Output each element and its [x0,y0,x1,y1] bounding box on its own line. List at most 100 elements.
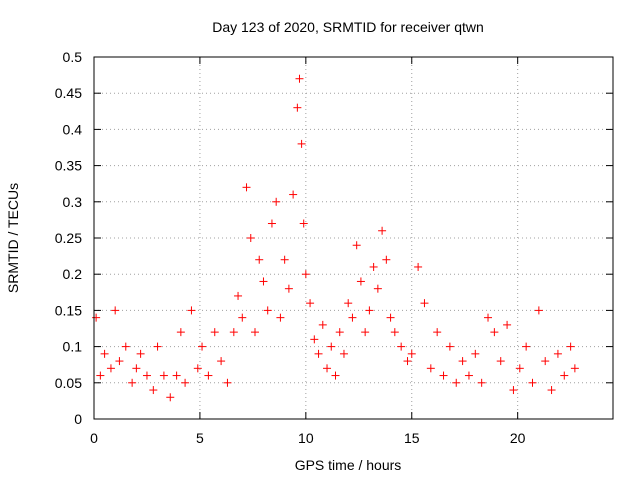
data-point [136,349,145,358]
plot-frame [93,56,614,420]
data-point [106,364,115,373]
data-point [528,378,537,387]
data-point [323,364,332,373]
data-point [100,349,109,358]
data-point [433,328,442,337]
data-point [181,378,190,387]
y-tick-label: 0.3 [63,194,83,210]
data-point [306,299,315,308]
data-point [280,255,289,264]
data-point [176,328,185,337]
data-point [295,74,304,83]
data-point [458,357,467,366]
data-point [149,386,158,395]
data-point [369,262,378,271]
chart-title: Day 123 of 2020, SRMTID for receiver qtw… [212,19,484,35]
x-tick-label: 5 [196,430,204,446]
data-point [414,262,423,271]
data-point [238,313,247,322]
data-point [96,371,105,380]
data-point [246,234,255,242]
x-tick-label: 0 [90,430,98,446]
data-point [299,219,308,228]
data-point [547,386,556,395]
data-point [92,313,101,322]
data-point [382,255,391,264]
data-point [373,284,382,293]
y-tick-label: 0.45 [55,85,82,101]
x-axis-label: GPS time / hours [295,457,402,473]
data-point [284,284,293,293]
data-point [223,378,232,387]
data-point [159,371,168,380]
data-point [234,291,243,300]
data-point [356,277,365,286]
data-point [515,364,524,373]
data-point [490,328,499,337]
data-point [403,357,412,366]
data-point [439,371,448,380]
data-point [327,342,336,351]
data-point [553,349,562,358]
data-point [217,357,226,366]
data-point [132,364,141,373]
data-point [272,197,281,206]
data-point [445,342,454,351]
data-point [534,306,543,315]
data-point [166,393,175,402]
data-point [397,342,406,351]
data-point [541,357,550,366]
y-tick-label: 0.4 [63,121,83,137]
data-point [259,277,268,286]
data-point [255,255,264,264]
data-point [142,371,151,380]
y-tick-label: 0.1 [63,339,83,355]
data-point [263,306,272,315]
data-point [426,364,435,373]
data-point [420,299,429,308]
data-point [276,313,285,322]
data-point [509,386,518,395]
data-point [335,328,344,337]
y-tick-label: 0.25 [55,230,82,246]
data-point [503,320,512,329]
data-point [365,306,374,315]
data-point [522,342,531,351]
data-point [339,349,348,358]
data-point [348,313,357,322]
data-point [242,183,251,192]
data-point [297,139,306,148]
y-tick-label: 0.2 [63,266,83,282]
data-point [250,328,259,337]
data-point [267,219,276,228]
data-point [484,313,493,322]
data-point [193,364,202,373]
y-tick-label: 0.15 [55,302,82,318]
y-tick-label: 0.5 [63,49,83,65]
x-tick-label: 10 [298,430,314,446]
data-point [115,357,124,366]
data-point [121,342,130,351]
data-point [464,371,473,380]
data-point [471,349,480,358]
data-point [187,306,196,315]
data-point [210,328,219,337]
data-point [111,306,120,315]
data-point [378,226,387,235]
data-point [128,378,137,387]
data-point [566,342,575,351]
data-point [198,342,207,351]
data-point [560,371,569,380]
data-point [331,371,340,380]
data-point [452,378,461,387]
data-point [310,335,319,344]
data-point [293,103,302,112]
data-point [352,241,361,250]
data-point [153,342,162,351]
data-point [407,349,416,358]
y-tick-label: 0.05 [55,375,82,391]
data-point [172,371,181,380]
